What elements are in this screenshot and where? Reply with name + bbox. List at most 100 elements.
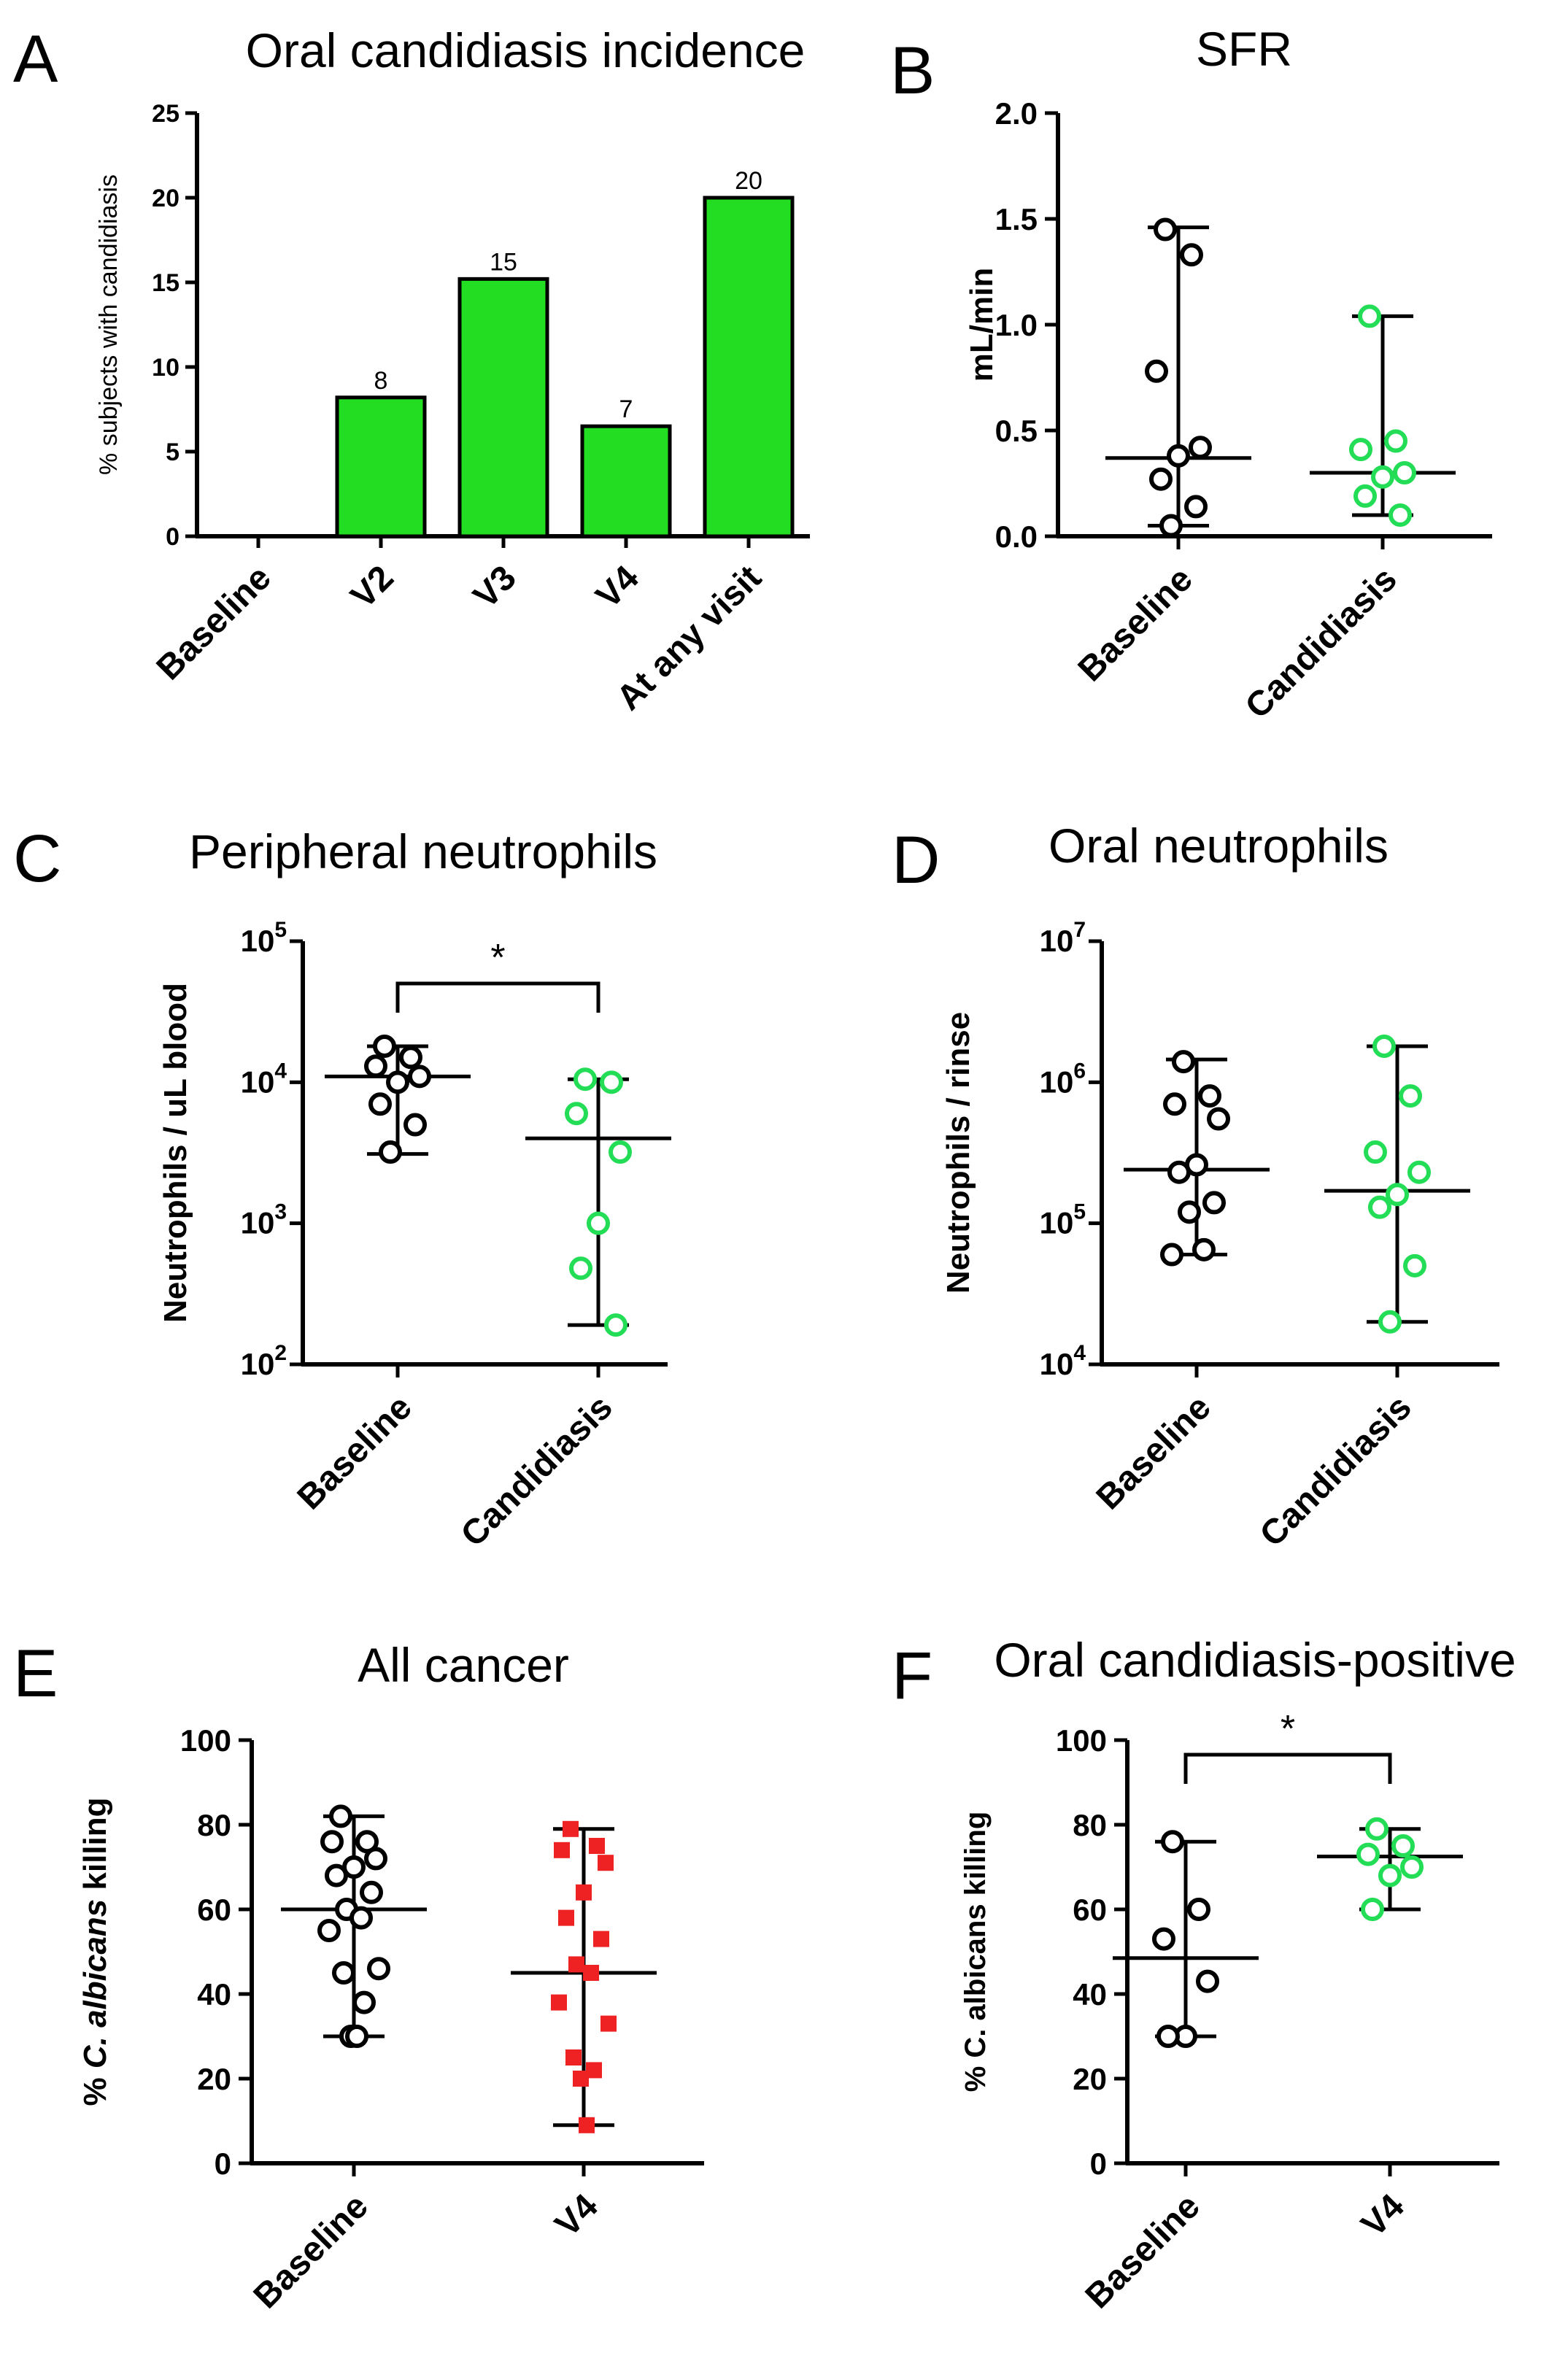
panel-d-point <box>1407 1160 1431 1184</box>
panel-f-y-tick-label: 100 <box>1056 1723 1107 1758</box>
panel-e-point <box>349 1906 373 1930</box>
panel-letter-e: E <box>13 1637 58 1711</box>
panel-c-y-tick-label: 102 <box>241 1341 287 1381</box>
panel-b-point <box>1349 438 1372 462</box>
panel-d-y-tick-label: 104 <box>1040 1341 1086 1381</box>
panel-b-y-tick-label: 2.0 <box>995 96 1038 131</box>
panel-d-point <box>1403 1253 1426 1278</box>
panel-f-title: Oral candidiasis-positive <box>994 1633 1515 1687</box>
panel-c-point <box>565 1102 588 1126</box>
panel-e-point <box>565 2049 582 2066</box>
panel-b-point <box>1180 243 1203 267</box>
panel-e-title: All cancer <box>358 1638 569 1692</box>
panel-e-point <box>568 1956 584 1973</box>
panel-e-point <box>360 1880 383 1904</box>
panel-f-y-tick-label: 20 <box>1073 2062 1107 2096</box>
panel-b-category-label: Baseline <box>1071 560 1200 689</box>
panel-d-y-tick-label: 105 <box>1040 1200 1086 1240</box>
panel-b-title: SFR <box>1196 22 1292 76</box>
panel-e-y-tick-label: 0 <box>215 2146 231 2181</box>
panel-a-y-tick-label: 5 <box>166 438 179 466</box>
panel-e-y-tick-label: 60 <box>197 1893 231 1927</box>
panel-c-point <box>373 1034 396 1058</box>
panel-c-point <box>364 1054 387 1078</box>
panel-a-bar-chart: Oral candidiasis incidence 0 5 10 15 20 25 % su… <box>95 23 810 718</box>
panel-b-point <box>1384 429 1407 453</box>
panel-b-sfr-scatter: SFR 0.0 0.5 1.0 1.5 2.0 mL/min Baseline Candidia… <box>964 22 1492 726</box>
panel-b-category-label: Candidiasis <box>1238 560 1405 726</box>
panel-e-point <box>325 1863 348 1887</box>
panel-b-point <box>1159 514 1183 538</box>
panel-b-point <box>1145 359 1168 383</box>
panel-c-point <box>587 1211 610 1235</box>
panel-c-point <box>604 1313 627 1337</box>
panel-d-point <box>1163 1092 1186 1116</box>
panel-b-point <box>1189 436 1212 460</box>
panel-d-y-tick-label: 106 <box>1040 1059 1086 1099</box>
panel-a-bar <box>457 277 549 538</box>
panel-d-y-tick-label: 107 <box>1040 918 1086 958</box>
panel-e-category-label: V4 <box>548 2187 606 2244</box>
panel-f-point <box>1356 1842 1380 1866</box>
panel-d-y-label: Neutrophils / rinse <box>941 1012 976 1294</box>
panel-f-category-label: Baseline <box>1078 2187 1208 2316</box>
panel-f-y-tick-label: 0 <box>1090 2146 1107 2181</box>
panel-a-category-label: Baseline <box>150 558 279 687</box>
panel-a-bar <box>703 196 795 538</box>
panel-f-point <box>1400 1855 1424 1879</box>
panel-a-bar-label: 8 <box>374 367 388 395</box>
panel-e-point <box>320 1830 344 1854</box>
panel-a-y-tick-label: 15 <box>152 269 179 297</box>
panel-d-category-label: Baseline <box>1089 1388 1219 1517</box>
panel-letter-d: D <box>892 823 940 897</box>
panel-b-point <box>1167 444 1190 468</box>
panel-a-title: Oral candidiasis incidence <box>246 23 806 77</box>
panel-d-point <box>1378 1310 1402 1334</box>
panel-e-category-label: Baseline <box>247 2187 376 2316</box>
panel-b-point <box>1154 217 1177 241</box>
panel-c-point <box>609 1140 632 1164</box>
panel-b-y-tick-label: 0.5 <box>995 414 1038 448</box>
panel-d-point <box>1368 1195 1391 1219</box>
panel-d-point <box>1160 1243 1183 1267</box>
panel-c-point <box>573 1067 597 1091</box>
panel-e-point <box>554 1842 570 1858</box>
panel-b-point <box>1389 503 1412 527</box>
panel-f-candidiasis-positive-scatter: Oral candidiasis-positive 0 20 40 60 80 100 % C… <box>959 1633 1516 2316</box>
panel-e-point <box>329 1804 352 1828</box>
panel-b-point <box>1393 461 1416 484</box>
panel-b-point <box>1353 484 1377 508</box>
panel-f-significance-bracket <box>1183 1753 1392 1784</box>
panel-d-point <box>1364 1140 1387 1164</box>
panel-c-point <box>600 1070 623 1094</box>
panel-e-point <box>563 1820 579 1837</box>
panel-b-point <box>1184 495 1208 519</box>
panel-e-point <box>586 2062 602 2079</box>
panel-b-point <box>1371 465 1394 489</box>
panel-e-point <box>598 1855 614 1871</box>
panel-b-y-tick-label: 1.0 <box>995 308 1038 342</box>
panel-d-point <box>1386 1183 1409 1207</box>
panel-f-point <box>1187 1898 1210 1921</box>
panel-c-title: Peripheral neutrophils <box>189 824 657 878</box>
panel-c-y-tick-label: 103 <box>241 1200 287 1240</box>
panel-e-point <box>332 1961 355 1985</box>
panel-d-point <box>1399 1084 1422 1108</box>
panel-e-y-label: % C. albicans killing <box>77 1797 113 2106</box>
panel-d-point <box>1178 1200 1201 1224</box>
panel-e-point <box>367 1957 390 1981</box>
panel-c-peripheral-scatter: Peripheral neutrophils 102 103 104 105 Neutro… <box>158 824 671 1554</box>
panel-e-point <box>352 1990 376 2014</box>
panel-f-y-tick-label: 60 <box>1073 1893 1107 1927</box>
panel-d-point <box>1207 1107 1230 1131</box>
panel-b-point <box>1149 467 1173 491</box>
panel-a-category-label: V2 <box>344 558 401 616</box>
panel-f-significance-star: * <box>1281 1708 1295 1750</box>
panel-e-y-tick-label: 100 <box>180 1723 231 1758</box>
panel-e-point <box>600 2015 617 2032</box>
panel-e-point <box>364 1847 387 1871</box>
panel-e-point <box>583 1965 599 1981</box>
panel-a-y-label: % subjects with candidiasis <box>95 174 123 475</box>
panel-e-point <box>579 2117 595 2133</box>
